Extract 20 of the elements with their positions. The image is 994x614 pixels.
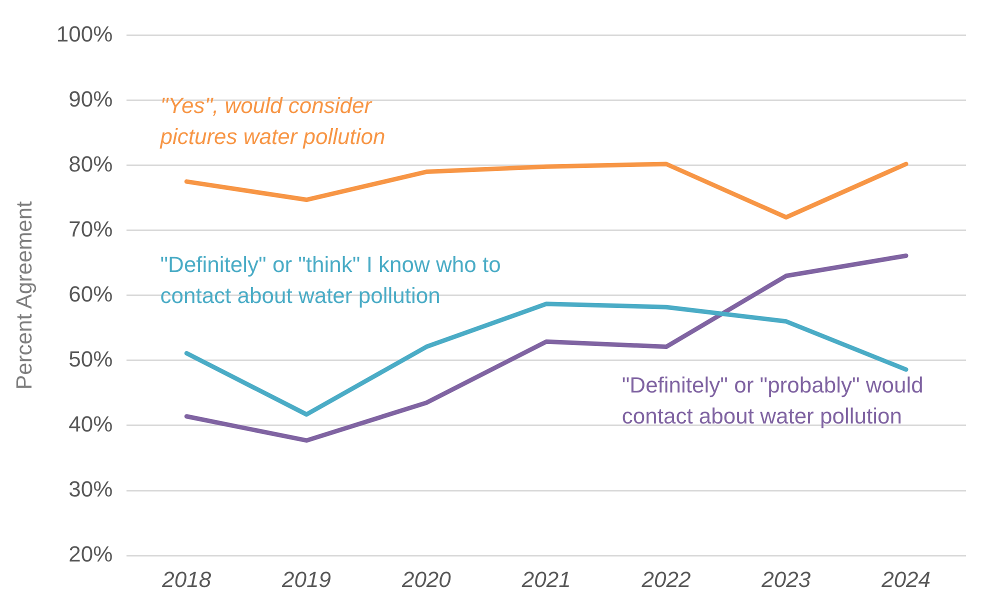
x-tick-label: 2018 bbox=[161, 566, 212, 592]
x-tick-label: 2021 bbox=[520, 566, 571, 592]
x-tick-label: 2020 bbox=[400, 566, 452, 592]
y-tick-label: 20% bbox=[68, 542, 113, 567]
y-tick-label: 50% bbox=[68, 346, 113, 372]
x-tick-label: 2024 bbox=[880, 566, 931, 592]
y-tick-label: 60% bbox=[68, 281, 113, 306]
x-tick-label: 2022 bbox=[640, 566, 691, 592]
y-tick-label: 90% bbox=[68, 86, 113, 112]
series-label: "Definitely" or "probably" would contact about water pollution bbox=[622, 372, 924, 429]
x-tick-label: 2019 bbox=[281, 566, 331, 592]
x-tick-label: 2023 bbox=[760, 566, 812, 592]
y-tick-label: 30% bbox=[68, 476, 113, 502]
series-label: "Yes", would consider pictures water pollution bbox=[159, 92, 386, 149]
y-tick-label: 40% bbox=[68, 412, 113, 437]
y-axis-title: Percent Agreement bbox=[11, 201, 36, 390]
y-tick-label: 70% bbox=[68, 216, 113, 242]
y-tick-label: 80% bbox=[68, 151, 113, 176]
y-tick-label: 100% bbox=[56, 21, 113, 46]
series-label: "Definitely" or "think" I know who to contact about water pollution bbox=[160, 252, 501, 308]
